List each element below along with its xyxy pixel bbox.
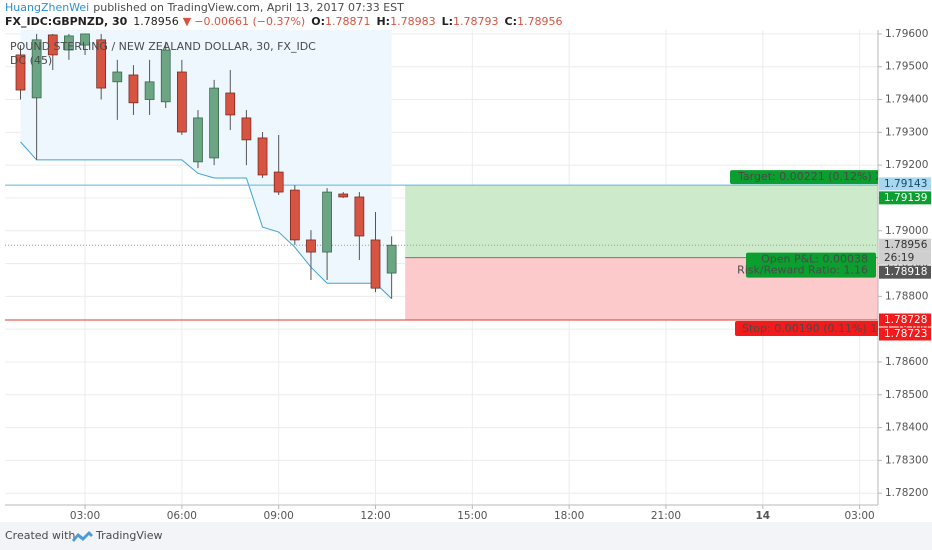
position-labels: Target: 0.00221 (0.12%) 22. Open P&L: 0.0… — [730, 170, 895, 336]
brand[interactable]: TradingView — [95, 529, 162, 542]
author[interactable]: HuangZhenWei — [5, 1, 89, 14]
price-label-box — [879, 327, 931, 341]
logo — [72, 531, 93, 542]
y-tick-label: 1.79600 — [885, 28, 928, 40]
rr-label: Risk/Reward Ratio: 1.16 — [737, 264, 868, 277]
y-tick-label: 1.78600 — [885, 356, 928, 368]
candle-body — [112, 71, 123, 83]
x-tick-label: 12:00 — [360, 510, 390, 522]
x-tick-label: 14 — [755, 510, 770, 522]
candle-body — [273, 171, 284, 193]
price-label-box — [879, 238, 931, 252]
plot-area: POUND STERLING / NEW ZEALAND DOLLAR, 30,… — [5, 30, 878, 505]
x-tick-label: 09:00 — [264, 510, 294, 522]
candle-body — [128, 74, 139, 104]
profit-zone — [405, 185, 878, 258]
candle-body — [354, 196, 365, 237]
candle-body — [289, 189, 300, 241]
candle-body — [209, 87, 219, 159]
x-tick-label: 21:00 — [651, 510, 681, 522]
countdown-box — [879, 251, 931, 265]
price-label: 1.78956 — [884, 239, 928, 251]
stop-label: Stop: 0.00190 (0.11%) 19.0 — [742, 322, 895, 335]
candle-body — [338, 193, 349, 198]
y-tick-label: 1.78500 — [885, 389, 928, 401]
published: published on TradingView.com, April 13, … — [93, 1, 404, 14]
last-price: 1.78956 — [133, 15, 179, 28]
y-tick-label: 1.78800 — [885, 290, 928, 302]
candle-body — [322, 191, 332, 253]
pnl-box — [746, 252, 876, 278]
candle-body — [306, 239, 316, 253]
candle-body — [160, 49, 171, 103]
y-tick-label: 1.79000 — [885, 225, 928, 237]
candle-body — [386, 244, 397, 274]
price-label: 1.78918 — [884, 266, 927, 278]
candle-body — [64, 35, 74, 51]
ohlc-value: 1.78956 — [517, 15, 563, 28]
x-tick-label: 06:00 — [167, 510, 197, 522]
footer-text: Created with — [5, 529, 75, 542]
y-tick-label: 1.79300 — [885, 126, 928, 138]
y-tick-label: 1.78200 — [885, 487, 928, 499]
header-line-1: HuangZhenWei published on TradingView.com… — [5, 1, 404, 14]
countdown: 26:19 — [884, 252, 914, 264]
candle-body — [241, 117, 252, 141]
candle-body — [144, 81, 155, 100]
candle-body — [225, 92, 236, 116]
indicator-line — [20, 141, 392, 300]
legend-indicator: DC (45) — [10, 54, 52, 67]
price-label: 1.79143 — [884, 178, 927, 190]
price-label: 1.78728 — [884, 314, 927, 326]
candle-body — [193, 117, 203, 163]
y-tick-label: 1.78400 — [885, 422, 928, 434]
y-tick-label: 1.79400 — [885, 94, 928, 106]
ohlc-label: O: — [311, 15, 325, 28]
ohlc-label: H: — [376, 15, 390, 28]
stop-box — [735, 320, 878, 336]
price-label-box — [879, 313, 931, 327]
ohlc-value: 1.78871 — [325, 15, 371, 28]
x-tick-label: 18:00 — [554, 510, 584, 522]
price-label-box — [879, 177, 931, 191]
y-tick-label: 1.79500 — [885, 61, 928, 73]
y-tick-label: 1.78300 — [885, 454, 928, 466]
legend-title: POUND STERLING / NEW ZEALAND DOLLAR, 30,… — [10, 40, 316, 53]
candle-body — [96, 39, 107, 89]
candle-body — [370, 239, 381, 289]
down-arrow: ▼ — [183, 15, 192, 28]
y-tick-label: 1.79200 — [885, 159, 928, 171]
pnl-label: Open P&L: 0.00038 — [761, 253, 868, 266]
target-label: Target: 0.00221 (0.12%) 22. — [737, 170, 893, 183]
x-tick-label: 03:00 — [70, 510, 100, 522]
x-tick-label: 15:00 — [457, 510, 487, 522]
price-label-box — [879, 265, 931, 279]
symbol: FX_IDC:GBPNZD, 30 — [5, 15, 128, 28]
change: −0.00661 (−0.37%) — [194, 15, 305, 28]
candle-body — [80, 33, 90, 46]
price-label-box — [879, 191, 931, 205]
price-label: 1.79139 — [884, 192, 927, 204]
header-line-2: FX_IDC:GBPNZD, 30 1.78956 ▼ −0.00661 (−0.37… — [5, 15, 562, 28]
x-tick-label: 03:00 — [844, 510, 874, 522]
ohlc-label: L: — [442, 15, 453, 28]
target-box — [730, 170, 878, 185]
candle-body — [177, 71, 187, 133]
footer-bar — [0, 522, 932, 550]
candle-body — [31, 39, 42, 99]
ohlc: O:1.78871 H:1.78983 L:1.78793 C:1.78956 — [311, 15, 562, 28]
ohlc-value: 1.78793 — [453, 15, 499, 28]
candle-body — [257, 137, 268, 176]
candle-body — [47, 34, 58, 56]
ohlc-value: 1.78983 — [390, 15, 436, 28]
candle-body — [15, 54, 26, 91]
price-label: 1.78723 — [884, 328, 927, 340]
ohlc-label: C: — [505, 15, 517, 28]
